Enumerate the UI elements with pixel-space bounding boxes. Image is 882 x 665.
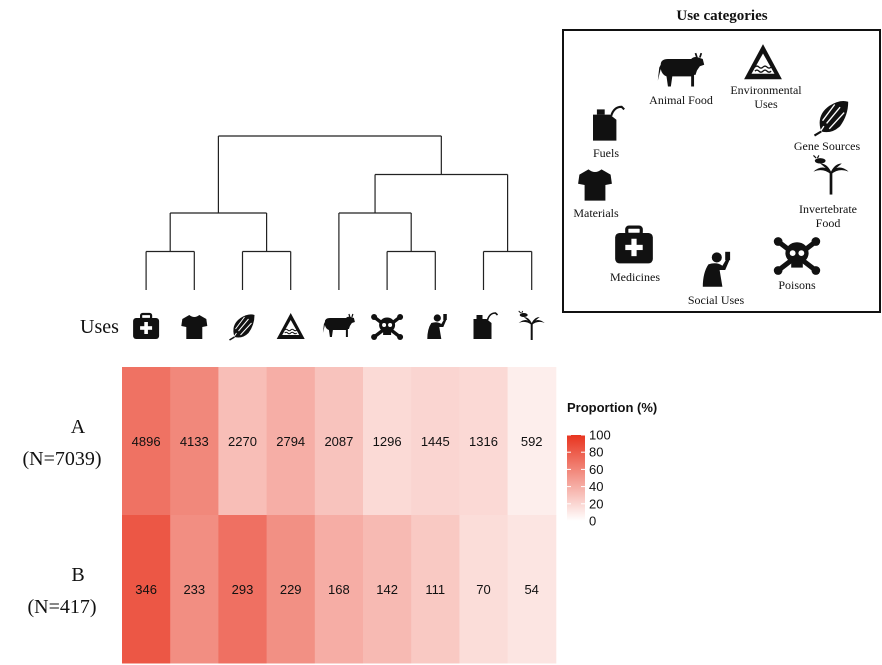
use-category-label: Social Uses [688, 293, 745, 307]
cell-value-label: 142 [376, 582, 398, 597]
heatmap-cell [507, 367, 557, 516]
cell-value-label: 592 [521, 434, 543, 449]
heatmap-cell [459, 515, 509, 664]
use-category-label: Fuels [593, 146, 619, 160]
use-category-label: Invertebrate Food [799, 202, 857, 230]
heatmap-cell [266, 367, 316, 516]
warning-triangle-icon [744, 44, 782, 80]
row-count-label: (N=417) [27, 596, 96, 618]
skull-crossbones-icon [773, 237, 821, 275]
uses-icon-row: Uses [80, 310, 545, 341]
cell-value-label: 2794 [276, 434, 305, 449]
heatmap-cell [411, 515, 460, 664]
row-name-label: A [71, 416, 86, 438]
fuel-can-icon [593, 105, 625, 141]
legend-tick-label: 0 [589, 514, 596, 529]
heatmap-cell [507, 515, 557, 664]
uses-row-label: Uses [80, 316, 119, 338]
heatmap-cell [363, 367, 412, 516]
use-categories-box [562, 29, 881, 313]
legend-tick-label: 80 [589, 445, 603, 460]
medical-kit-icon [615, 225, 653, 264]
cell-value-label: 4896 [132, 434, 161, 449]
cell-value-label: 1445 [421, 434, 450, 449]
drinking-person-icon [702, 251, 731, 287]
insect-plant-icon [813, 154, 849, 195]
heatmap-cell [459, 367, 509, 516]
cell-value-label: 346 [135, 582, 157, 597]
use-category-label: Animal Food [649, 93, 713, 107]
skull-crossbones-icon [371, 314, 404, 340]
cell-value-label: 229 [280, 582, 302, 597]
cow-icon [322, 313, 355, 337]
t-shirt-icon [181, 315, 208, 339]
cell-value-label: 111 [425, 582, 445, 597]
heatmap-cell [218, 367, 268, 516]
use-categories-title: Use categories [676, 8, 767, 24]
legend-tick-label: 40 [589, 479, 603, 494]
legend-tick-label: 20 [589, 496, 603, 511]
medical-kit-icon [133, 312, 160, 339]
legend-title: Proportion (%) [567, 400, 657, 415]
use-category-label: Medicines [610, 270, 660, 284]
cell-value-label: 70 [476, 582, 490, 597]
heatmap-cell [170, 367, 219, 516]
cell-value-label: 54 [524, 582, 538, 597]
dendrogram [145, 135, 533, 290]
drinking-person-icon [427, 314, 447, 339]
heatmap-cell [122, 515, 171, 664]
cell-value-label: 1296 [373, 434, 402, 449]
heatmap-cell [314, 515, 364, 664]
fuel-can-icon [473, 312, 499, 339]
heatmap-cell [122, 367, 171, 516]
proportion-legend: Proportion (%) 100 80 60 40 20 0 [567, 400, 657, 529]
use-category-label: Materials [573, 206, 619, 220]
cell-value-label: 2270 [228, 434, 257, 449]
legend-tick-label: 60 [589, 462, 603, 477]
warning-triangle-icon [276, 313, 305, 339]
use-categories-panel: Use categories Animal Food Environmental Us… [562, 8, 881, 313]
t-shirt-icon [578, 169, 612, 201]
row-count-label: (N=7039) [22, 448, 101, 470]
heatmap-cell [266, 515, 316, 664]
cell-value-label: 2087 [324, 434, 353, 449]
seed-icon [813, 101, 849, 137]
use-category-label: Gene Sources [794, 139, 861, 153]
heatmap: 4896 4133 2270 2794 2087 1296 1445 1316 592 346 23… [122, 367, 557, 664]
insect-plant-icon [518, 310, 545, 340]
cow-icon [657, 52, 705, 87]
legend-tick-label: 100 [589, 428, 611, 443]
cell-value-label: 4133 [180, 434, 209, 449]
cell-value-label: 233 [183, 582, 205, 597]
use-category-label: Environmental Uses [730, 83, 802, 111]
heatmap-cell [314, 367, 364, 516]
row-labels: A (N=7039) B (N=417) [22, 416, 101, 618]
heatmap-cell [170, 515, 219, 664]
heatmap-cell [363, 515, 412, 664]
cell-value-label: 168 [328, 582, 350, 597]
cell-value-label: 293 [232, 582, 254, 597]
legend-colorbar [567, 435, 585, 521]
cell-value-label: 1316 [469, 434, 498, 449]
use-category-label: Poisons [778, 278, 816, 292]
row-name-label: B [71, 564, 84, 586]
heatmap-cell [218, 515, 268, 664]
seed-icon [229, 314, 255, 341]
heatmap-cell [411, 367, 460, 516]
